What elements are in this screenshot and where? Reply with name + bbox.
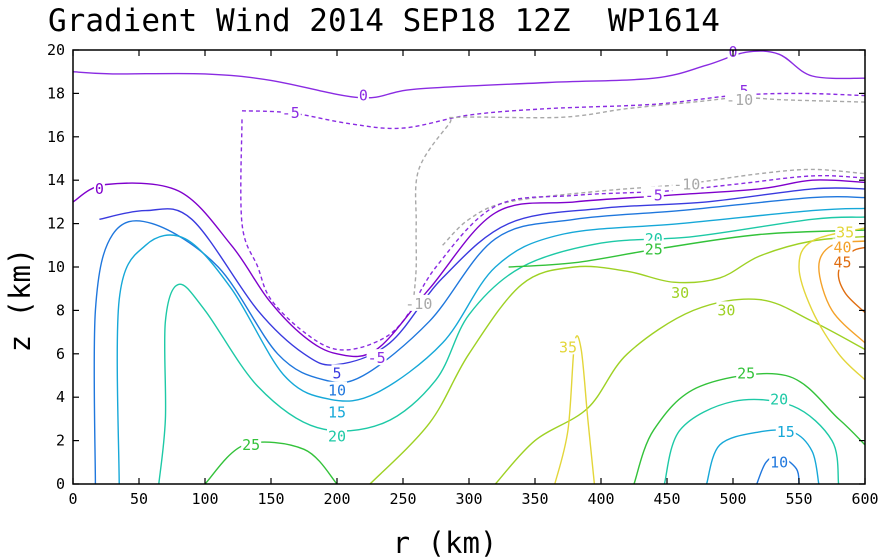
contour-label: 25 <box>737 364 755 382</box>
x-axis-label: r (km) <box>393 526 498 560</box>
contour-label-bg <box>558 338 578 355</box>
contour-label-bg <box>241 435 262 452</box>
contour-line <box>494 298 866 485</box>
contour-line <box>240 119 866 351</box>
contour-label-bg <box>366 349 387 366</box>
contour-label-bg <box>327 381 347 398</box>
contour-line <box>705 429 820 485</box>
contour-label-bg <box>327 403 347 420</box>
contour-label: 15 <box>328 403 346 421</box>
contour-label: 20 <box>328 427 346 445</box>
contour-line <box>837 246 866 314</box>
contour-label: 20 <box>770 390 788 408</box>
x-tick-label: 50 <box>130 490 148 508</box>
contour-lines <box>72 50 866 485</box>
contour-label-bg <box>643 186 664 203</box>
contour-label: 10 <box>770 453 788 471</box>
contour-label: -10 <box>726 91 753 109</box>
contour-label: 0 <box>95 180 104 198</box>
contour-label-bg <box>835 223 856 240</box>
contour-label-bg <box>331 364 343 381</box>
contour-line <box>554 335 596 485</box>
contour-label-bg <box>93 179 105 196</box>
contour-label: 25 <box>645 241 663 259</box>
contour-label: 30 <box>671 284 689 302</box>
contour-line <box>442 168 866 246</box>
x-tick-label: 350 <box>521 490 548 508</box>
contour-label-bg <box>736 364 757 381</box>
contour-label-bg <box>280 103 301 120</box>
x-tick-label: 600 <box>851 490 878 508</box>
y-tick-label: 2 <box>56 432 65 450</box>
y-tick-label: 16 <box>47 128 65 146</box>
contour-label-bg <box>832 238 853 255</box>
contour-line <box>158 216 866 485</box>
x-tick-label: 200 <box>323 490 350 508</box>
contour-line <box>663 398 840 485</box>
contour-line <box>116 207 866 485</box>
contour-label: -10 <box>673 176 700 194</box>
contour-label: 30 <box>717 301 735 319</box>
contour-line <box>241 92 866 130</box>
y-tick-label: 6 <box>56 345 65 363</box>
contour-line <box>633 372 866 485</box>
chart-title: Gradient Wind 2014 SEP18 12Z WP1614 <box>48 3 720 39</box>
contour-line <box>72 50 866 99</box>
contour-label-bg <box>775 422 796 439</box>
y-tick-label: 8 <box>56 301 65 319</box>
contour-line <box>99 187 866 366</box>
contour-line <box>72 179 866 358</box>
x-tick-label: 0 <box>68 490 77 508</box>
contour-label-bg <box>725 90 755 107</box>
contour-label: 45 <box>834 254 852 272</box>
contour-line <box>369 235 866 485</box>
y-tick-label: 12 <box>47 215 65 233</box>
y-axis-label: z (km) <box>3 248 37 353</box>
y-tick-label: 4 <box>56 388 65 406</box>
contour-label-bg <box>327 427 347 444</box>
y-tick-label: 14 <box>47 171 65 189</box>
y-axis-ticks: 0 2 4 6 8 10 12 14 16 18 20 <box>47 41 865 493</box>
contour-label-bg <box>769 453 790 470</box>
contour-label: -5 <box>368 349 386 367</box>
contour-label-bg <box>672 175 702 192</box>
contour-label-bg <box>716 301 737 318</box>
contour-label: -5 <box>282 104 300 122</box>
contour-label: 15 <box>777 423 795 441</box>
contour-label: -10 <box>405 295 432 313</box>
contour-label-bg <box>769 390 790 407</box>
x-tick-label: 450 <box>653 490 680 508</box>
x-tick-label: 300 <box>455 490 482 508</box>
x-tick-label: 500 <box>719 490 746 508</box>
x-tick-label: 150 <box>257 490 284 508</box>
y-tick-label: 18 <box>47 84 65 102</box>
x-tick-label: 400 <box>587 490 614 508</box>
contour-label: 0 <box>359 87 368 105</box>
contour-label: 10 <box>328 382 346 400</box>
y-tick-label: 0 <box>56 475 65 493</box>
contour-line <box>93 195 866 485</box>
contour-label-bg <box>670 284 691 301</box>
contour-label: 5 <box>332 364 341 382</box>
contour-label-bg <box>404 294 434 311</box>
contour-label: 25 <box>242 436 260 454</box>
x-axis-ticks: 0 50 100 150 200 250 300 350 400 450 500 550 600 <box>68 50 879 508</box>
x-tick-label: 550 <box>785 490 812 508</box>
contour-label-bg <box>643 240 664 257</box>
contour-label: -5 <box>645 186 663 204</box>
contour-line <box>798 227 866 381</box>
y-tick-label: 20 <box>47 41 65 59</box>
x-tick-label: 100 <box>191 490 218 508</box>
contour-label: 35 <box>559 338 577 356</box>
contour-label: 35 <box>836 223 854 241</box>
contour-line <box>204 441 338 485</box>
y-tick-label: 10 <box>47 258 65 276</box>
contour-label: 40 <box>834 238 852 256</box>
x-tick-label: 250 <box>389 490 416 508</box>
contour-label-bg <box>357 86 369 103</box>
contour-label-bg <box>832 253 853 270</box>
contour-line <box>508 229 866 268</box>
